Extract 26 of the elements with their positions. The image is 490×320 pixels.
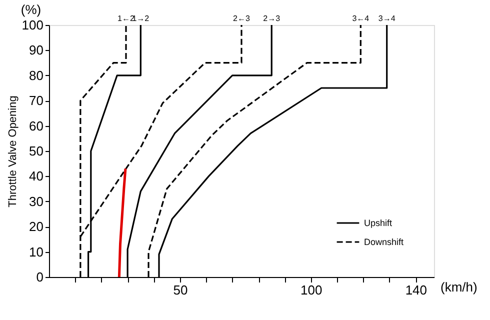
annotation: 2→3 [263,14,281,23]
y-axis-title: Throttle Valve Opening [6,96,19,208]
annotation: 3→4 [378,14,396,23]
x-tick-label: 100 [300,282,322,298]
y-tick-label: 90 [29,42,44,58]
annotation: 1→2 [132,14,150,23]
y-tick-label: 50 [29,144,44,158]
legend-label: Downshift [364,237,404,247]
text: (%) [20,2,42,17]
line-series [118,167,127,278]
y-tick-label: 60 [29,118,44,134]
y-tick-label: 20 [29,219,44,234]
annotation: 2←3 [233,14,250,23]
y-tick-label: 70 [29,93,44,108]
x-tick-label: 140 [405,282,428,298]
y-tick-label: 10 [29,244,44,260]
annotation: 1←2 [118,14,135,23]
legend-label: Upshift [364,218,393,228]
y-tick-label: 30 [29,194,44,209]
x-tick-label: 50 [173,282,188,298]
x-axis-title: (km/h) [440,280,478,294]
y-tick-label: 40 [29,168,44,184]
annotation: 3←4 [352,14,370,23]
y-tick-label: 100 [22,18,44,32]
y-tick-label: 0 [36,270,44,284]
y-tick-label: 80 [29,68,44,83]
